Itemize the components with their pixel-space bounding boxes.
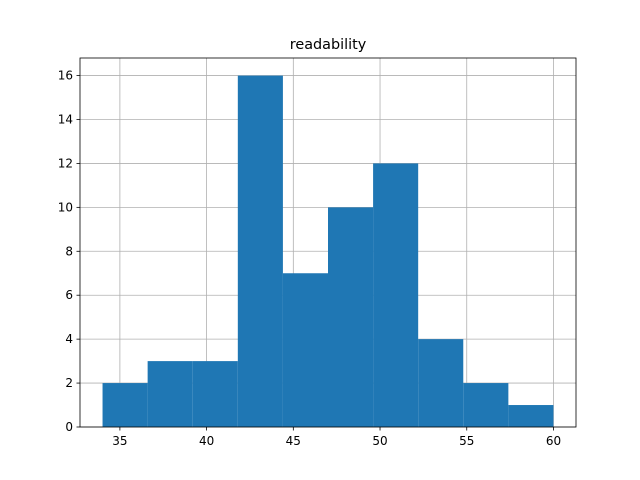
x-tick-label: 35 xyxy=(112,434,127,448)
bar xyxy=(418,339,464,427)
y-tick-label: 14 xyxy=(58,113,73,127)
bar xyxy=(147,361,193,427)
x-tick-label: 55 xyxy=(459,434,474,448)
y-tick-label: 0 xyxy=(65,420,73,434)
bar xyxy=(282,273,328,427)
y-tick-label: 12 xyxy=(58,156,73,170)
y-tick-label: 4 xyxy=(65,332,73,346)
x-tick-label: 60 xyxy=(546,434,561,448)
y-tick-label: 8 xyxy=(65,244,73,258)
y-tick-label: 2 xyxy=(65,376,73,390)
chart-title: readability xyxy=(290,37,367,53)
x-tick-label: 45 xyxy=(286,434,301,448)
bars xyxy=(102,75,554,428)
x-tick-label: 40 xyxy=(199,434,214,448)
bar xyxy=(192,361,238,427)
ticks: 0 2 4 6 8 10 12 14 16 35 40 45 50 55 60 xyxy=(58,69,561,448)
y-tick-label: 16 xyxy=(58,69,73,83)
bar xyxy=(508,405,554,427)
x-tick-label: 50 xyxy=(372,434,387,448)
bar xyxy=(237,75,283,428)
bar xyxy=(463,383,509,427)
bar xyxy=(102,383,148,427)
y-tick-label: 6 xyxy=(65,288,73,302)
bar xyxy=(328,207,374,427)
y-tick-label: 10 xyxy=(58,200,73,214)
bar xyxy=(373,163,419,427)
axes-frame xyxy=(79,57,577,428)
